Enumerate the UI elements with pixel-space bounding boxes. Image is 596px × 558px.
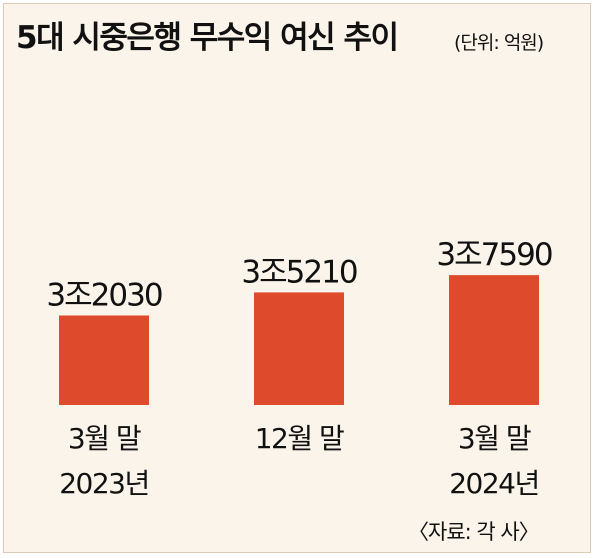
bar-value-label: 3조7590 — [436, 237, 551, 273]
chart-title: 5대 시중은행 무수익 여신 추이 — [16, 20, 399, 56]
unit-label: (단위: 억원) — [454, 32, 544, 54]
source-note: 〈자료: 각 사〉 — [408, 520, 540, 544]
bar — [449, 275, 539, 405]
bar — [254, 292, 344, 405]
category-label: 3월 말 — [68, 422, 141, 455]
bar — [59, 315, 149, 405]
bar-value-label: 3조2030 — [46, 277, 161, 313]
category-label: 3월 말 — [458, 422, 531, 455]
chart-frame: 5대 시중은행 무수익 여신 추이 (단위: 억원) 3조2030 3월 말 202… — [3, 3, 591, 553]
category-label: 12월 말 — [255, 422, 344, 455]
bar-value-label: 3조5210 — [241, 254, 356, 290]
category-year-label: 2024년 — [449, 467, 539, 500]
plot-area: 3조2030 3월 말 2023년 3조5210 12월 말 3조7590 3월 말 2024… — [46, 237, 553, 500]
category-year-label: 2023년 — [59, 467, 149, 500]
